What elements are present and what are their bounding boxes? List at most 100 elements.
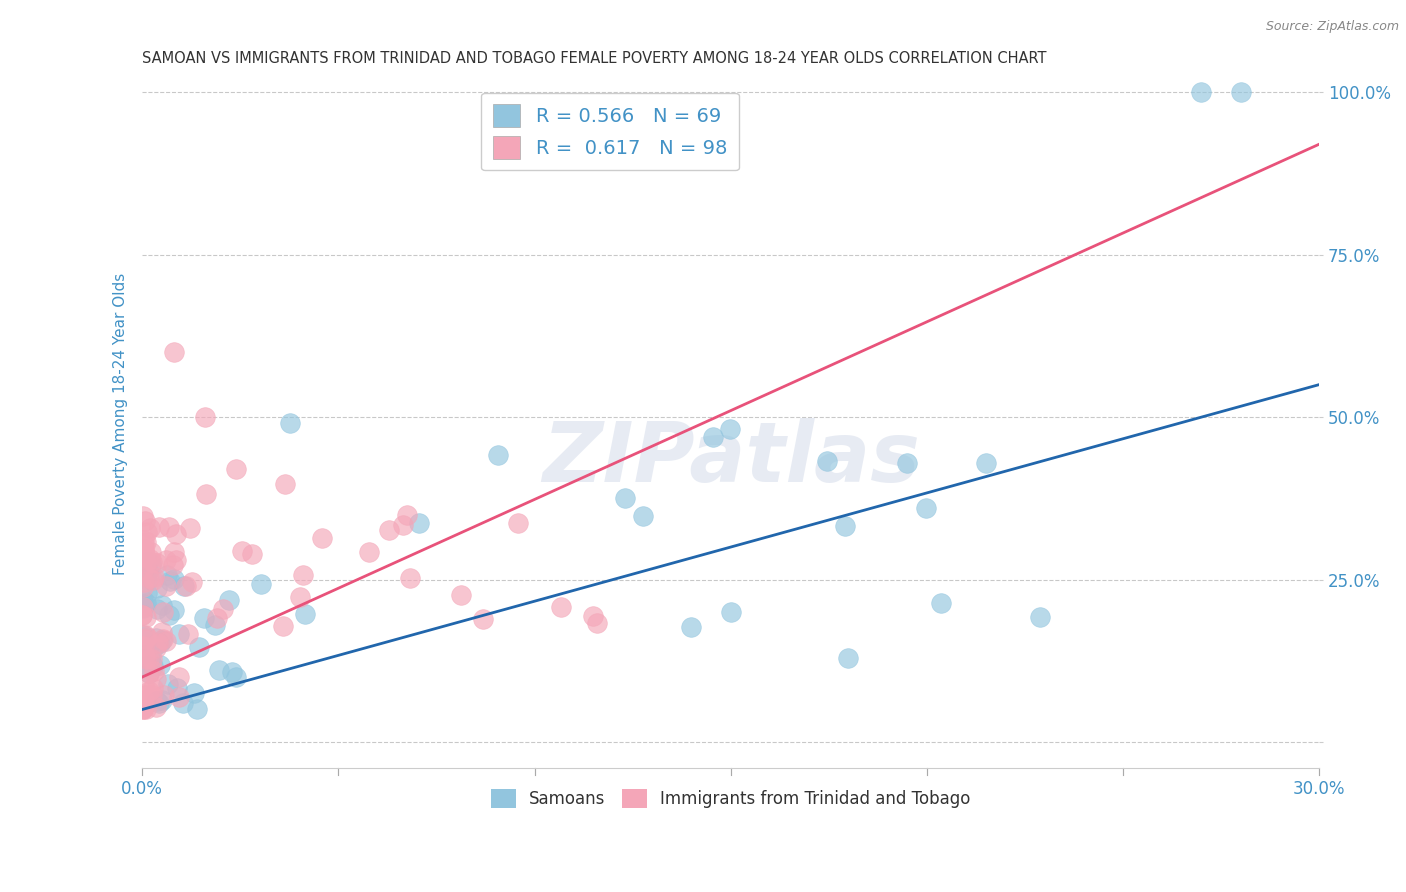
Point <box>1028 610 1050 624</box>
Point <box>506 516 529 531</box>
Point <box>278 417 301 431</box>
Point <box>145 672 167 686</box>
Point <box>208 663 231 677</box>
Point <box>152 605 174 619</box>
Point <box>145 694 167 708</box>
Point <box>138 651 160 665</box>
Text: Source: ZipAtlas.com: Source: ZipAtlas.com <box>1265 20 1399 33</box>
Point <box>273 477 295 491</box>
Point <box>134 689 156 703</box>
Point <box>896 456 918 470</box>
Point <box>131 698 153 713</box>
Point <box>132 641 155 656</box>
Point <box>974 456 997 470</box>
Point <box>165 527 187 541</box>
Point <box>134 575 156 590</box>
Point <box>815 454 838 468</box>
Point <box>207 611 229 625</box>
Point <box>155 634 177 648</box>
Point <box>135 534 157 549</box>
Point <box>172 696 194 710</box>
Point <box>165 552 187 566</box>
Point <box>132 633 155 648</box>
Text: ZIPatlas: ZIPatlas <box>541 417 920 499</box>
Point <box>408 516 430 530</box>
Point <box>398 571 420 585</box>
Point <box>359 545 381 559</box>
Point <box>162 545 184 559</box>
Point <box>550 600 572 615</box>
Point <box>136 567 159 582</box>
Point <box>132 601 155 615</box>
Point <box>143 570 166 584</box>
Point <box>167 626 190 640</box>
Point <box>138 563 160 577</box>
Legend: Samoans, Immigrants from Trinidad and Tobago: Samoans, Immigrants from Trinidad and To… <box>484 782 977 814</box>
Point <box>138 652 160 666</box>
Point <box>150 693 173 707</box>
Point <box>194 410 217 425</box>
Point <box>145 699 167 714</box>
Point <box>834 519 856 533</box>
Point <box>134 596 156 610</box>
Point <box>249 577 271 591</box>
Point <box>174 578 197 592</box>
Point <box>149 658 172 673</box>
Point <box>134 550 156 565</box>
Point <box>148 520 170 534</box>
Point <box>450 588 472 602</box>
Point <box>135 556 157 570</box>
Point <box>679 620 702 634</box>
Point <box>212 602 235 616</box>
Point <box>720 605 742 619</box>
Point <box>204 617 226 632</box>
Point <box>135 564 157 578</box>
Point <box>136 555 159 569</box>
Point <box>915 501 938 516</box>
Point <box>613 491 636 505</box>
Point <box>143 664 166 678</box>
Point <box>132 599 155 614</box>
Point <box>132 553 155 567</box>
Point <box>135 524 157 539</box>
Point <box>162 558 184 573</box>
Point <box>585 615 607 630</box>
Point <box>131 608 153 623</box>
Point <box>378 523 401 537</box>
Point <box>132 537 155 551</box>
Point <box>132 592 155 607</box>
Point <box>148 696 170 710</box>
Point <box>139 552 162 566</box>
Point <box>157 607 180 622</box>
Point <box>132 639 155 653</box>
Point <box>145 631 167 645</box>
Point <box>225 462 247 476</box>
Point <box>141 652 163 666</box>
Point <box>392 518 415 533</box>
Point <box>134 533 156 548</box>
Point <box>141 659 163 673</box>
Point <box>148 636 170 650</box>
Point <box>167 690 190 704</box>
Point <box>131 607 153 622</box>
Point <box>132 580 155 594</box>
Point <box>131 697 153 711</box>
Point <box>135 632 157 647</box>
Point <box>132 597 155 611</box>
Point <box>193 611 215 625</box>
Point <box>135 701 157 715</box>
Point <box>132 702 155 716</box>
Point <box>131 699 153 714</box>
Point <box>149 636 172 650</box>
Point <box>134 649 156 664</box>
Point <box>142 681 165 696</box>
Point <box>132 543 155 558</box>
Point <box>136 586 159 600</box>
Point <box>139 545 162 559</box>
Point <box>155 579 177 593</box>
Point <box>141 689 163 703</box>
Point <box>156 676 179 690</box>
Point <box>132 541 155 556</box>
Point <box>180 574 202 589</box>
Point <box>218 592 240 607</box>
